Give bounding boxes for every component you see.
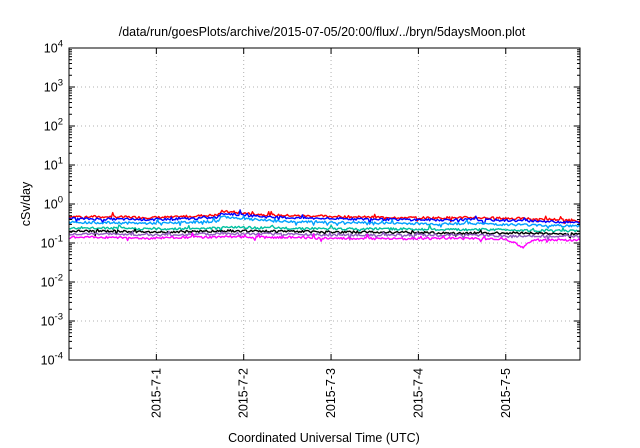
y-tick-label: 103 bbox=[44, 78, 63, 95]
y-tick-label: 101 bbox=[44, 156, 63, 173]
y-tick-label: 10-1 bbox=[41, 234, 63, 251]
x-axis-ticks: 2015-7-1 2015-7-2 2015-7-3 2015-7-4 2015-7-5 bbox=[149, 48, 513, 418]
series-line bbox=[68, 215, 581, 229]
series-line bbox=[69, 232, 581, 249]
y-axis-label: cSv/day bbox=[19, 181, 33, 226]
y-tick-label: 10-2 bbox=[41, 273, 63, 290]
y-tick-label: 10-4 bbox=[41, 351, 63, 368]
y-tick-label: 104 bbox=[44, 39, 63, 56]
x-axis-label: Coordinated Universal Time (UTC) bbox=[228, 431, 420, 445]
chart-title: /data/run/goesPlots/archive/2015-07-05/2… bbox=[119, 25, 526, 39]
y-tick-label: 10-3 bbox=[41, 312, 63, 329]
series-line bbox=[68, 209, 581, 225]
series-line bbox=[68, 230, 581, 241]
y-tick-label: 102 bbox=[44, 117, 63, 134]
grid-lines bbox=[69, 48, 580, 360]
x-tick-label: 2015-7-2 bbox=[237, 368, 251, 418]
x-tick-label: 2015-7-3 bbox=[324, 368, 338, 418]
y-axis-ticks: 104 103 102 101 100 10-1 10-2 10-3 10-4 bbox=[41, 39, 580, 368]
x-tick-label: 2015-7-1 bbox=[149, 368, 163, 418]
y-tick-label: 100 bbox=[44, 195, 63, 212]
series-line bbox=[68, 224, 581, 233]
series-line bbox=[68, 228, 581, 239]
data-series bbox=[68, 209, 581, 249]
x-tick-label: 2015-7-4 bbox=[411, 368, 425, 418]
x-tick-label: 2015-7-5 bbox=[499, 368, 513, 418]
